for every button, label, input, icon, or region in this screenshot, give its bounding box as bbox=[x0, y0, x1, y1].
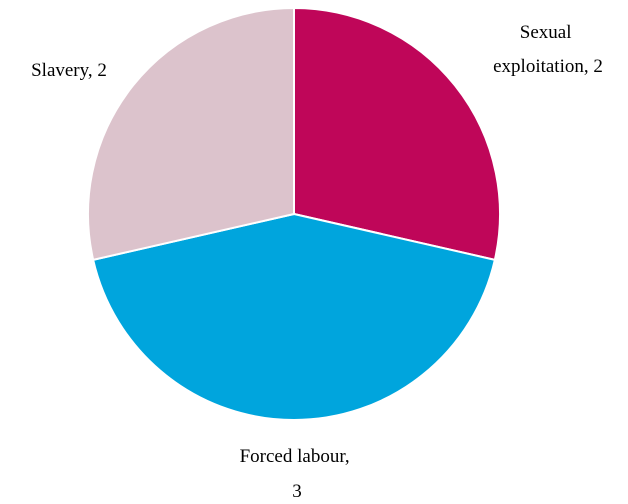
slice-label-sexual-exploitation: Sexual exploitation, 2 bbox=[493, 22, 603, 77]
slice-label-slavery: Slavery, 2 bbox=[31, 60, 107, 81]
pie-slices bbox=[87, 6, 501, 421]
slice-labels: Sexual exploitation, 2 Forced labour, 3 … bbox=[31, 22, 603, 502]
pie-slice-sexual-exploitation bbox=[293, 6, 501, 262]
pie-slice-forced-labour bbox=[91, 212, 497, 421]
pie-slice-slavery bbox=[87, 6, 295, 262]
slice-label-forced-labour: Forced labour, 3 bbox=[240, 446, 355, 502]
